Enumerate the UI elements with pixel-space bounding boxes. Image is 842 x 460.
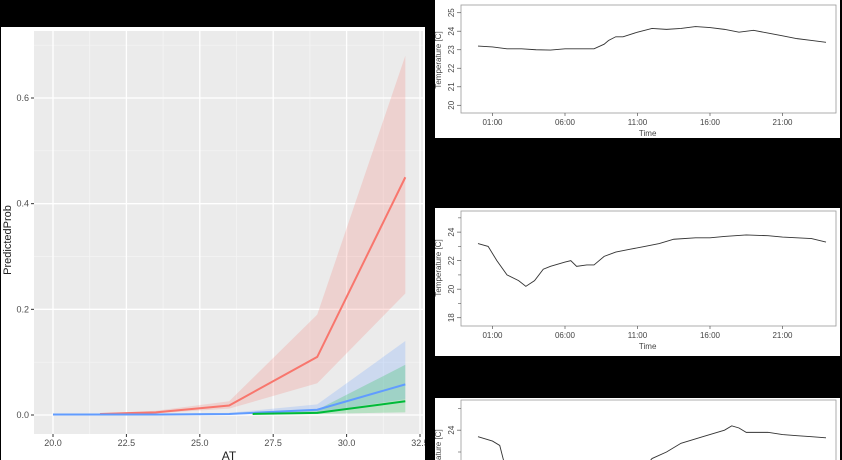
- plot-box: [460, 4, 837, 114]
- temperature-chart-3: 2224Temperature [C]: [435, 399, 837, 460]
- temperature-line: [650, 425, 827, 460]
- axes: 20.0 22.5 25.0 27.5 30.0 32.5 0.0 0.2 0.4 0.6: [16, 93, 425, 448]
- temperature-chart-2: 18 20 22 24 01:00 06:00 11:00 16:00 21:00 Time Tem…: [435, 210, 837, 351]
- x-tick-label: 01:00: [482, 331, 503, 340]
- x-tick-label: 20.0: [44, 438, 62, 448]
- y-tick-label: 24: [447, 227, 456, 236]
- x-tick-label: 27.5: [264, 438, 282, 448]
- x-tick-label: 21:00: [772, 118, 793, 127]
- x-tick-label: 25.0: [191, 438, 209, 448]
- y-tick-label: 0.0: [16, 410, 29, 420]
- x-tick-label: 22.5: [118, 438, 136, 448]
- temperature-chart-1: 20 21 22 23 24 25 01:00 06:00 11:00 16:00 21:00 Tim…: [435, 4, 837, 138]
- x-tick-label: 11:00: [628, 331, 648, 340]
- confidence-ribbons: [53, 55, 406, 415]
- x-tick-label: 16:00: [700, 118, 721, 127]
- y-tick-label: 22: [447, 63, 456, 72]
- y-tick-label: 18: [447, 313, 456, 322]
- x-axis-label: Time: [639, 129, 657, 138]
- temperature-line: [477, 26, 827, 51]
- y-axis-label: Temperature [C]: [435, 429, 443, 460]
- x-tick-label: 06:00: [555, 331, 576, 340]
- plot-box: [460, 210, 837, 327]
- ribbon-green: [252, 364, 406, 415]
- y-tick-label: 25: [447, 8, 456, 17]
- y-axis-label: Temperature [C]: [435, 31, 443, 88]
- y-tick-label: 0.4: [16, 199, 29, 209]
- y-tick-label: 24: [447, 425, 456, 434]
- predicted-prob-chart-panel: 20.0 22.5 25.0 27.5 30.0 32.5 0.0 0.2 0.4 0.6 Pre…: [1, 27, 425, 460]
- temperature-line: [477, 436, 504, 460]
- x-axis-label: AT: [222, 449, 237, 460]
- y-axis-label: PredictedProb: [2, 205, 14, 275]
- line-blue: [53, 383, 406, 416]
- plot-box: [460, 399, 837, 460]
- y-tick-label: 0.6: [16, 93, 29, 103]
- temperature-chart-1-panel: 20 21 22 23 24 25 01:00 06:00 11:00 16:00 21:00 Tim…: [435, 0, 840, 138]
- y-tick-label: 20: [447, 284, 456, 293]
- y-tick-label: 20: [447, 100, 456, 109]
- temperature-line: [477, 234, 827, 287]
- y-axis-label: Temperature [C]: [435, 239, 443, 296]
- x-tick-label: 11:00: [628, 118, 648, 127]
- predicted-prob-chart: 20.0 22.5 25.0 27.5 30.0 32.5 0.0 0.2 0.4 0.6 Pre…: [2, 31, 425, 460]
- x-tick-label: 06:00: [555, 118, 576, 127]
- temperature-chart-2-panel: 18 20 22 24 01:00 06:00 11:00 16:00 21:00 Time Tem…: [435, 208, 840, 356]
- temperature-chart-3-panel: 2224Temperature [C]: [435, 398, 840, 460]
- x-tick-label: 30.0: [338, 438, 356, 448]
- y-tick-label: 22: [447, 256, 456, 265]
- x-tick-label: 16:00: [700, 331, 721, 340]
- ribbon-red: [99, 55, 406, 415]
- y-tick-label: 23: [447, 45, 456, 54]
- y-tick-label: 0.2: [16, 304, 29, 314]
- x-tick-label: 01:00: [482, 118, 503, 127]
- x-tick-label: 21:00: [772, 331, 793, 340]
- series-lines: [53, 176, 407, 416]
- line-red: [99, 176, 407, 415]
- x-tick-label: 32.5: [411, 438, 425, 448]
- y-tick-label: 21: [447, 82, 456, 91]
- y-tick-label: 24: [447, 26, 456, 35]
- x-axis-label: Time: [639, 342, 657, 351]
- line-green: [252, 400, 406, 415]
- gridlines: [34, 31, 423, 434]
